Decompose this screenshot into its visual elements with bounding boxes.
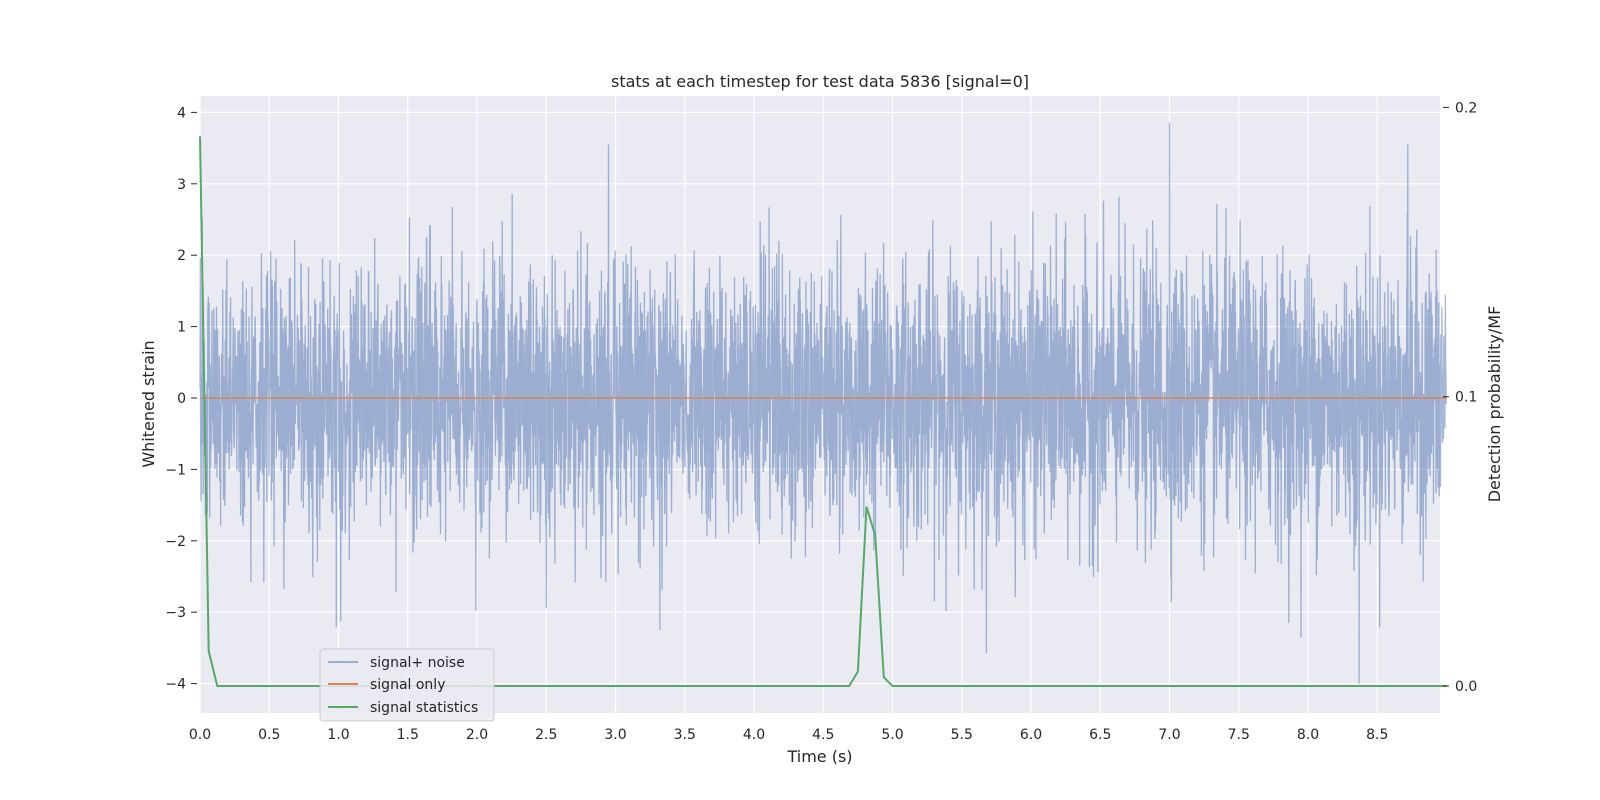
x-tick-label: 8.5 [1366, 727, 1388, 743]
y2-tick-label: 0.1 [1455, 390, 1477, 406]
x-tick-label: 0.0 [189, 727, 211, 743]
x-tick-label: 4.0 [743, 727, 765, 743]
x-tick-label: 6.5 [1089, 727, 1111, 743]
chart-title: stats at each timestep for test data 583… [611, 72, 1029, 91]
y-tick-label: −2 [165, 534, 186, 550]
y-axis-ticks: 4 3 2 1 0 −1 −2 −3 −4 [165, 105, 197, 693]
x-axis-ticks: 0.0 0.5 1.0 1.5 2.0 2.5 3.0 3.5 4.0 4.5 5.0 5.5 6.0 6… [189, 727, 1389, 743]
legend: signal+ noise signal only signal statist… [319, 648, 495, 722]
series-signal-statistics [199, 136, 1447, 687]
legend-box [319, 648, 495, 722]
legend-label-noise: signal+ noise [370, 655, 465, 671]
y2-tick-label: 0.2 [1455, 100, 1477, 116]
y2-tick-label: 0.0 [1455, 679, 1477, 695]
y-tick-label: −1 [165, 462, 186, 478]
x-tick-label: 1.0 [327, 727, 349, 743]
stats-line [199, 136, 1447, 687]
x-tick-label: 7.5 [1228, 727, 1250, 743]
y-tick-label: −3 [165, 605, 186, 621]
y-tick-label: 1 [177, 320, 186, 336]
legend-label-signal: signal only [370, 677, 445, 693]
x-tick-label: 3.5 [674, 727, 696, 743]
noise-line [199, 123, 1447, 684]
x-tick-label: 7.0 [1158, 727, 1180, 743]
x-tick-label: 3.0 [604, 727, 626, 743]
x-axis-label: Time (s) [786, 747, 852, 766]
x-tick-label: 4.5 [812, 727, 834, 743]
x-tick-label: 8.0 [1297, 727, 1319, 743]
y-tick-label: 2 [177, 248, 186, 264]
y-tick-label: 3 [177, 177, 186, 193]
y-axis-label: Whitened strain [139, 340, 158, 467]
x-tick-label: 5.0 [881, 727, 903, 743]
x-tick-label: 5.5 [951, 727, 973, 743]
x-tick-label: 1.5 [397, 727, 419, 743]
y-tick-label: −4 [165, 677, 186, 693]
x-tick-label: 6.0 [1020, 727, 1042, 743]
y-tick-label: 4 [177, 105, 186, 121]
x-tick-label: 2.5 [535, 727, 557, 743]
y2-axis-label: Detection probability/MF [1485, 306, 1504, 503]
series-signal-plus-noise [199, 123, 1447, 684]
y-tick-label: 0 [177, 391, 186, 407]
legend-label-stats: signal statistics [370, 700, 478, 716]
x-tick-label: 2.0 [466, 727, 488, 743]
y2-axis-ticks: 0.2 0.1 0.0 [1443, 100, 1477, 695]
x-tick-label: 0.5 [258, 727, 280, 743]
